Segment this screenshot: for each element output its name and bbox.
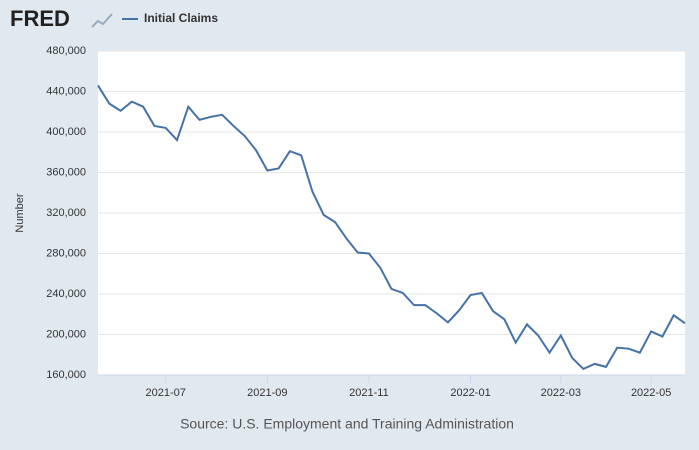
y-tick-label: 160,000	[46, 369, 86, 381]
series-line	[97, 84, 686, 371]
x-tick-label: 2022-03	[541, 387, 581, 399]
x-tick-label: 2021-09	[247, 387, 287, 399]
y-tick-label: 400,000	[46, 126, 86, 138]
y-tick-label: 480,000	[46, 45, 86, 57]
legend-label: Initial Claims	[144, 11, 218, 25]
y-tick-label: 440,000	[46, 85, 86, 97]
x-tick-label: 2022-01	[450, 387, 490, 399]
logo-icon	[91, 13, 113, 28]
y-tick-label: 280,000	[46, 247, 86, 259]
y-axis-label: Number	[14, 193, 26, 232]
x-tick-label: 2021-11	[349, 387, 389, 399]
x-tick-label: 2022-05	[631, 387, 671, 399]
source: Source: U.S. Employment and Training Adm…	[180, 416, 514, 432]
y-tick-label: 320,000	[46, 207, 86, 219]
y-tick-label: 200,000	[46, 328, 86, 340]
y-tick-label: 240,000	[46, 288, 86, 300]
x-tick-label: 2021-07	[146, 387, 186, 399]
y-tick-label: 360,000	[46, 166, 86, 178]
logo: FRED	[10, 6, 70, 31]
